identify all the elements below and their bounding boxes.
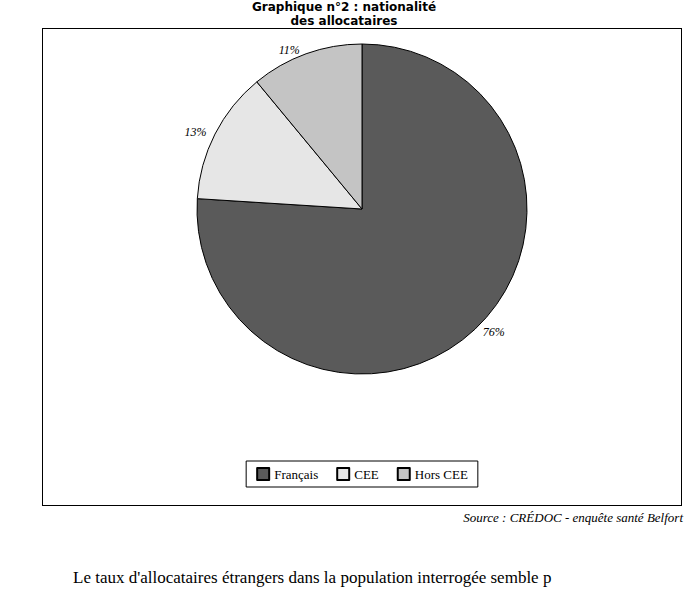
svg-text:76%: 76% <box>483 325 505 339</box>
html-text:Graphique n°2 : nationalité de: Graphique n°2 : nationalité des allocata… <box>252 0 436 28</box>
svg-text:11%: 11% <box>279 43 300 57</box>
html-text:Le taux d'allocataires étrange: Le taux d'allocataires étrangers dans la… <box>73 568 552 587</box>
html-text:Source : CRÉDOC - enquête sant: Source : CRÉDOC - enquête santé Belfort <box>463 510 683 525</box>
svg-text:Français: Français <box>274 467 318 482</box>
svg-text:Hors CEE: Hors CEE <box>415 467 468 482</box>
svg-text:13%: 13% <box>184 125 206 139</box>
svg-text:CEE: CEE <box>354 467 379 482</box>
